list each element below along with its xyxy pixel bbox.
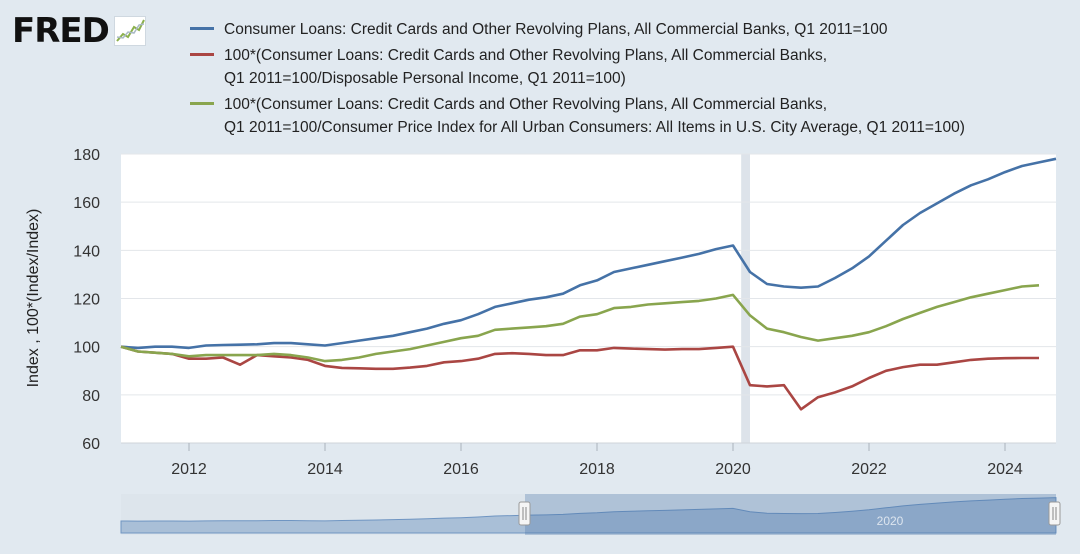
navigator-selection[interactable] bbox=[525, 494, 1056, 535]
navigator-right-handle[interactable] bbox=[1048, 501, 1061, 526]
navigator-year-label: 2020 bbox=[877, 514, 904, 528]
y-tick-label: 140 bbox=[73, 243, 100, 260]
navigator-area bbox=[120, 497, 1057, 534]
series-line-2[interactable] bbox=[120, 345, 1039, 411]
y-tick-label: 60 bbox=[82, 436, 100, 453]
series-line-3[interactable] bbox=[120, 284, 1040, 363]
navigator-left-handle[interactable] bbox=[518, 501, 531, 526]
y-tick-label: 80 bbox=[82, 388, 100, 405]
grid-lines bbox=[121, 153, 1056, 396]
y-axis-title: Index , 100*(Index/Index) bbox=[25, 209, 42, 388]
y-tick-label: 120 bbox=[73, 292, 100, 309]
legend-label: 100*(Consumer Loans: Credit Cards and Ot… bbox=[224, 47, 828, 87]
chart-legend: Consumer Loans: Credit Cards and Other R… bbox=[190, 18, 965, 142]
series-lines bbox=[120, 157, 1057, 411]
legend-swatch bbox=[190, 102, 214, 105]
y-tick-label: 180 bbox=[73, 147, 100, 164]
fred-logo[interactable]: FRED bbox=[12, 14, 146, 48]
x-tick-label: 2014 bbox=[307, 461, 343, 478]
series-line-1[interactable] bbox=[120, 157, 1057, 350]
y-tick-label: 100 bbox=[73, 340, 100, 357]
line-graph-icon bbox=[113, 16, 146, 46]
x-tick-label: 2020 bbox=[715, 461, 751, 478]
legend-label: 100*(Consumer Loans: Credit Cards and Ot… bbox=[224, 96, 965, 136]
x-tick-label: 2016 bbox=[443, 461, 479, 478]
x-tick-label: 2022 bbox=[851, 461, 887, 478]
legend-swatch bbox=[190, 53, 214, 56]
fred-logo-text: FRED bbox=[12, 11, 110, 51]
legend-item-credit-cards[interactable]: Consumer Loans: Credit Cards and Other R… bbox=[190, 18, 965, 41]
x-axis: 2012 2014 2016 2018 2020 2022 2024 bbox=[121, 442, 1056, 478]
y-tick-label: 160 bbox=[73, 195, 100, 212]
y-axis: 60 80 100 120 140 160 180 bbox=[73, 147, 100, 453]
x-tick-label: 2012 bbox=[171, 461, 207, 478]
x-tick-label: 2024 bbox=[987, 461, 1023, 478]
legend-item-ratio-income[interactable]: 100*(Consumer Loans: Credit Cards and Ot… bbox=[190, 44, 965, 90]
legend-swatch bbox=[190, 27, 214, 30]
legend-item-ratio-cpi[interactable]: 100*(Consumer Loans: Credit Cards and Ot… bbox=[190, 93, 965, 139]
x-tick-label: 2018 bbox=[579, 461, 615, 478]
legend-label: Consumer Loans: Credit Cards and Other R… bbox=[224, 21, 888, 38]
